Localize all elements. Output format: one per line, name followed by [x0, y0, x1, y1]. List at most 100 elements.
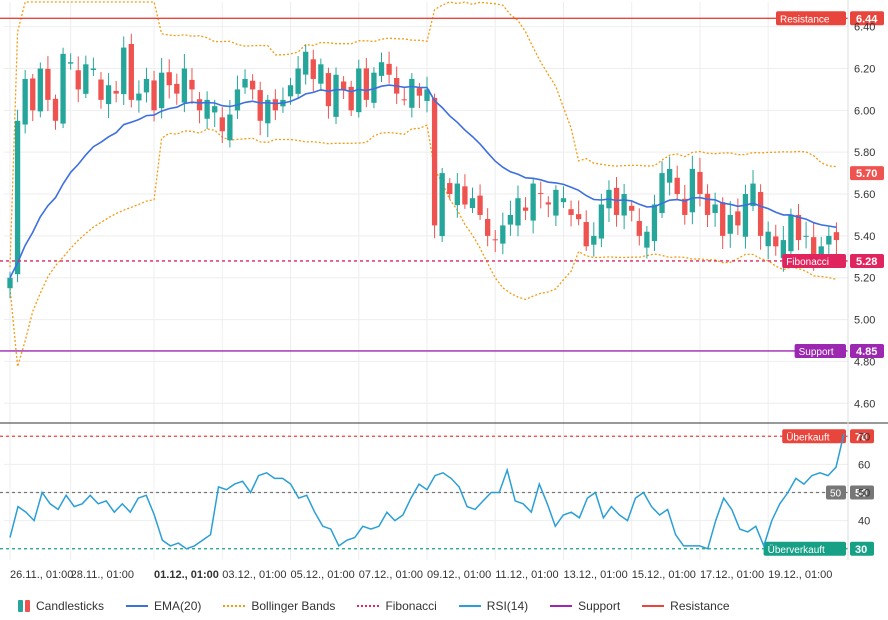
candle	[712, 192, 718, 227]
legend-bollinger[interactable]: Bollinger Bands	[223, 599, 335, 613]
candle	[697, 157, 703, 207]
candle	[659, 161, 665, 218]
support-value: 4.85	[856, 346, 877, 358]
candle-body	[598, 204, 605, 239]
candle-body	[136, 93, 142, 101]
rsi-tick-label: 40	[858, 516, 870, 528]
candle-body	[272, 99, 279, 111]
candle	[22, 69, 28, 134]
rsi-level-value: 50	[855, 488, 867, 500]
candle-body	[492, 239, 498, 241]
candle-body	[553, 189, 559, 216]
candle	[469, 187, 476, 214]
legend-rsi[interactable]: RSI(14)	[458, 599, 529, 613]
candle-body	[818, 246, 824, 257]
candle	[431, 93, 438, 239]
x-tick-label: 05.12., 01:00	[291, 569, 355, 581]
candle	[14, 109, 21, 283]
legend-label: Candlesticks	[36, 599, 105, 613]
candle-body	[773, 236, 779, 247]
candle	[249, 74, 256, 100]
candle-body	[30, 78, 36, 111]
legend-label: Resistance	[670, 599, 730, 613]
candle-body	[348, 86, 354, 111]
candle	[447, 178, 453, 200]
candle	[90, 57, 97, 77]
legend-label: EMA(20)	[154, 599, 202, 613]
x-tick-label: 26.11., 01:00	[10, 569, 73, 581]
candle	[45, 56, 51, 112]
candle-body	[52, 98, 59, 121]
candle-body	[583, 222, 589, 247]
candle	[181, 54, 188, 113]
legend-resistance[interactable]: Resistance	[642, 599, 730, 613]
candle	[280, 87, 286, 113]
candle	[795, 204, 802, 251]
candle-body	[128, 43, 134, 100]
candle-body	[507, 214, 514, 225]
candle-body	[826, 235, 832, 245]
candle	[492, 229, 498, 253]
rsi-line	[9, 433, 845, 550]
candle	[750, 170, 756, 212]
last-price-bg	[850, 166, 884, 181]
candle-body	[811, 237, 817, 257]
rsi-level-label-bg	[763, 541, 846, 556]
candle	[735, 198, 741, 235]
candle-body	[644, 231, 650, 248]
candle-body	[757, 192, 764, 236]
resistance-label-bg	[776, 11, 846, 26]
candle	[295, 55, 301, 99]
candle-body	[674, 177, 680, 195]
candle	[318, 58, 324, 92]
candle-body	[689, 168, 696, 213]
price-tick-label: 6.40	[854, 22, 875, 34]
price-tick-label: 4.60	[854, 398, 875, 410]
candle	[500, 212, 506, 255]
rsi-level-label: Überkauft	[786, 431, 830, 443]
candle	[674, 165, 680, 200]
candle	[363, 57, 369, 108]
candle	[287, 77, 294, 105]
candle-body	[158, 72, 165, 109]
rsi-tick-label: 50	[858, 488, 870, 500]
candle-body	[386, 63, 392, 75]
candle	[629, 200, 635, 222]
candle	[105, 73, 112, 118]
legend-support[interactable]: Support	[550, 599, 620, 613]
candle	[212, 99, 218, 127]
candle	[121, 36, 127, 106]
candle-body	[409, 78, 415, 108]
candle-body	[121, 47, 127, 95]
candle	[386, 51, 392, 84]
rsi-level-label-bg	[826, 485, 846, 500]
candle-body	[538, 193, 544, 195]
legend-fibonacci[interactable]: Fibonacci	[357, 599, 437, 613]
rsi-level-label-bg	[782, 429, 846, 444]
candle	[325, 67, 332, 119]
bollinger-bands	[9, 1, 837, 367]
candle-body	[765, 231, 771, 247]
candle-body	[257, 90, 263, 121]
candle-body	[659, 173, 665, 213]
candle	[113, 80, 119, 103]
legend-candlesticks[interactable]: Candlesticks	[18, 599, 104, 613]
legend-ema[interactable]: EMA(20)	[126, 599, 201, 613]
candle-body	[750, 183, 756, 207]
candle	[196, 92, 203, 124]
candle-body	[500, 225, 506, 244]
price-tick-label: 6.00	[854, 105, 875, 117]
candle	[310, 49, 316, 92]
candle-body	[621, 194, 627, 216]
candle-body	[181, 68, 188, 103]
candle	[636, 208, 642, 246]
legend-label: RSI(14)	[486, 599, 529, 613]
candle	[651, 194, 658, 252]
candle	[606, 180, 612, 223]
candle	[143, 67, 150, 103]
candle	[757, 184, 764, 250]
fibonacci-value-bg	[850, 253, 884, 268]
candle	[560, 186, 567, 208]
candle	[742, 184, 749, 249]
candle-body	[545, 202, 551, 205]
